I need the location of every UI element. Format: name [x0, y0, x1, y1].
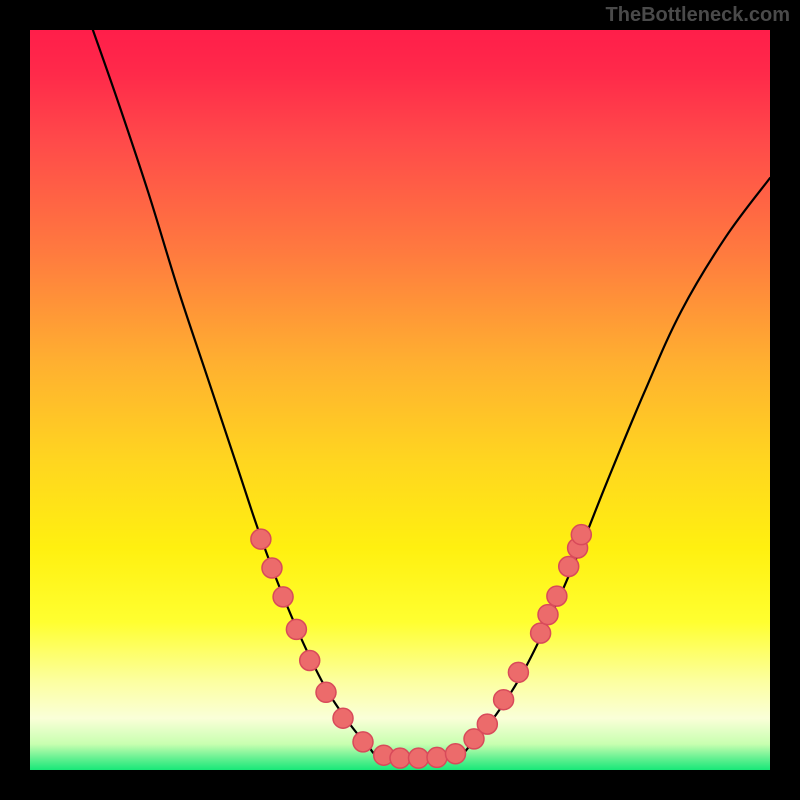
- data-marker: [427, 747, 447, 767]
- data-marker: [316, 682, 336, 702]
- data-marker: [547, 586, 567, 606]
- data-marker: [251, 529, 271, 549]
- data-marker: [300, 650, 320, 670]
- data-marker: [353, 732, 373, 752]
- data-marker: [508, 662, 528, 682]
- data-marker: [262, 558, 282, 578]
- chart-svg: [0, 0, 800, 800]
- data-marker: [559, 557, 579, 577]
- plot-background: [30, 30, 770, 770]
- data-marker: [409, 748, 429, 768]
- watermark-text: TheBottleneck.com: [606, 4, 790, 27]
- data-marker: [390, 748, 410, 768]
- data-marker: [571, 525, 591, 545]
- data-marker: [494, 690, 514, 710]
- chart-container: TheBottleneck.com: [0, 0, 800, 800]
- data-marker: [538, 605, 558, 625]
- data-marker: [446, 744, 466, 764]
- data-marker: [333, 708, 353, 728]
- data-marker: [286, 619, 306, 639]
- data-marker: [477, 714, 497, 734]
- data-marker: [273, 587, 293, 607]
- data-marker: [531, 623, 551, 643]
